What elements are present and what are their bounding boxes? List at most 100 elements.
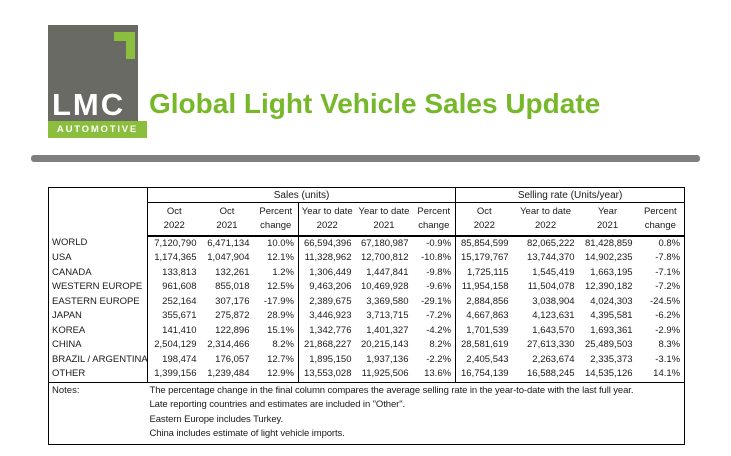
column-header-line2: 2022 <box>316 220 338 232</box>
data-cell: 1,545,419 <box>532 266 575 278</box>
logo-square: LMC <box>48 25 138 121</box>
sales-table: Sales (units) Selling rate (Units/year) … <box>48 187 686 445</box>
table-row: OTHER 1,399,156 1,239,484 12.9% 13,553,028 11… <box>49 367 685 382</box>
data-cell: 28.9% <box>267 310 294 321</box>
data-cell: 8.2% <box>429 339 452 350</box>
data-cell: -17.9% <box>263 295 294 307</box>
data-cell: -9.6% <box>426 281 452 292</box>
notes-row: Notes: The percentage change in the fina… <box>48 381 685 445</box>
data-cell: 1,342,776 <box>298 323 356 338</box>
data-cell: 25,489,503 <box>585 339 633 350</box>
column-header-line2: change <box>260 220 292 232</box>
note-line: Eastern Europe includes Turkey. <box>149 413 284 425</box>
table-row: USA 1,174,365 1,047,904 12.1% 11,328,962 12,7… <box>49 251 685 266</box>
data-cell: 1,725,115 <box>455 265 513 280</box>
note-line: The percentage change in the final colum… <box>149 384 634 396</box>
column-header: Year to date 2021 <box>355 202 413 237</box>
column-header-line1: Percent <box>643 206 677 218</box>
data-cell: -7.1% <box>655 266 681 278</box>
data-cell: 27,613,330 <box>527 339 575 350</box>
corner-bracket-horizontal <box>114 32 135 41</box>
data-cell: 15.1% <box>267 324 294 336</box>
section-header-row: Sales (units) Selling rate (Units/year) <box>49 187 685 203</box>
section-header-selling-rate: Selling rate (Units/year) <box>455 187 685 203</box>
corner-cell <box>49 188 148 236</box>
data-cell: -0.9% <box>426 237 452 249</box>
data-cell: -2.9% <box>655 324 681 336</box>
data-cell: 12.5% <box>267 281 294 292</box>
data-cell: -2.2% <box>426 353 452 365</box>
data-cell: 1,663,195 <box>590 266 633 278</box>
data-cell: -7.2% <box>655 281 681 292</box>
table-row: WESTERN EUROPE 961,608 855,018 12.5% 9,463,2… <box>49 280 685 295</box>
data-cell: 307,176 <box>215 295 250 307</box>
data-cell: 3,369,580 <box>366 295 409 307</box>
data-cell: 3,446,923 <box>298 309 356 324</box>
data-cell: 4,123,631 <box>532 310 575 321</box>
table-row: BRAZIL / ARGENTINA 198,474 176,057 12.7% 1,8… <box>49 352 685 367</box>
data-cell: 12.7% <box>267 353 294 365</box>
data-cell: 16,754,139 <box>455 367 513 382</box>
data-cell: 1,239,484 <box>207 368 250 379</box>
column-header-line1: Oct <box>476 206 492 218</box>
data-cell: 132,261 <box>215 266 250 278</box>
row-label: USA <box>52 252 72 263</box>
column-header-line2: 2022 <box>163 220 185 232</box>
column-header-line2: change <box>644 220 676 232</box>
data-cell: 855,018 <box>215 281 250 292</box>
data-cell: 13,744,370 <box>527 252 575 263</box>
table-row: KOREA 141,410 122,896 15.1% 1,342,776 1,401,3… <box>49 323 685 338</box>
page-title: Global Light Vehicle Sales Update <box>149 88 601 119</box>
column-header-line2: 2021 <box>596 220 619 232</box>
data-cell: 15,179,767 <box>455 251 513 266</box>
data-cell: 961,608 <box>147 280 201 295</box>
data-cell: 13,553,028 <box>298 367 356 382</box>
data-cell: 7,120,790 <box>147 235 201 251</box>
column-header-line1: Year to date <box>520 206 571 218</box>
data-cell: 1,174,365 <box>147 251 201 266</box>
data-cell: -4.2% <box>426 324 452 336</box>
data-cell: 1,306,449 <box>298 265 356 280</box>
data-cell: 12.1% <box>267 252 294 263</box>
data-cell: 14,535,126 <box>585 368 633 379</box>
data-cell: -6.2% <box>655 310 681 321</box>
logo-automotive-bar: AUTOMOTIVE <box>48 121 147 138</box>
data-cell: 3,713,715 <box>366 310 409 321</box>
row-label: OTHER <box>52 368 86 379</box>
data-cell: 20,215,143 <box>360 339 409 350</box>
data-cell: -29.1% <box>420 295 452 307</box>
data-cell: 4,024,303 <box>590 295 633 307</box>
corner-bracket-icon <box>114 32 135 59</box>
row-label: BRAZIL / ARGENTINA <box>52 353 148 365</box>
data-cell: 11,925,506 <box>361 368 409 379</box>
data-cell: 12,390,182 <box>585 281 633 292</box>
data-cell: 2,884,856 <box>455 294 513 309</box>
section-header-sales: Sales (units) <box>146 187 456 203</box>
note-line: China includes estimate of light vehicle… <box>149 428 345 440</box>
data-cell: 1,047,904 <box>207 252 250 263</box>
data-cell: 176,057 <box>215 353 250 365</box>
column-header: Percent change <box>412 202 456 237</box>
column-header: Percent change <box>253 202 299 237</box>
data-cell: 6,471,134 <box>207 237 250 249</box>
column-header-line1: Oct <box>166 206 182 218</box>
data-cell: 4,667,863 <box>455 309 513 324</box>
column-header-line2: 2022 <box>473 220 495 232</box>
data-cell: 14.1% <box>653 368 681 379</box>
column-header-line2: 2022 <box>534 220 557 232</box>
data-cell: 1,895,150 <box>298 352 356 367</box>
lmc-logo: LMC AUTOMOTIVE <box>48 25 147 138</box>
data-cell: -10.8% <box>420 252 452 263</box>
data-cell: 12,700,812 <box>360 252 409 263</box>
data-cell: 2,263,674 <box>532 353 575 365</box>
data-cell: 14,902,235 <box>585 252 633 263</box>
column-header: Year to date 2022 <box>512 202 579 237</box>
data-cell: 2,314,466 <box>207 339 250 350</box>
column-header-line1: Percent <box>259 206 293 218</box>
logo-text: LMC <box>52 87 126 122</box>
corner-bracket-vertical <box>126 32 135 59</box>
column-header-line2: 2021 <box>373 220 395 232</box>
column-header: Year 2021 <box>578 202 637 237</box>
data-cell: -3.1% <box>655 353 681 365</box>
